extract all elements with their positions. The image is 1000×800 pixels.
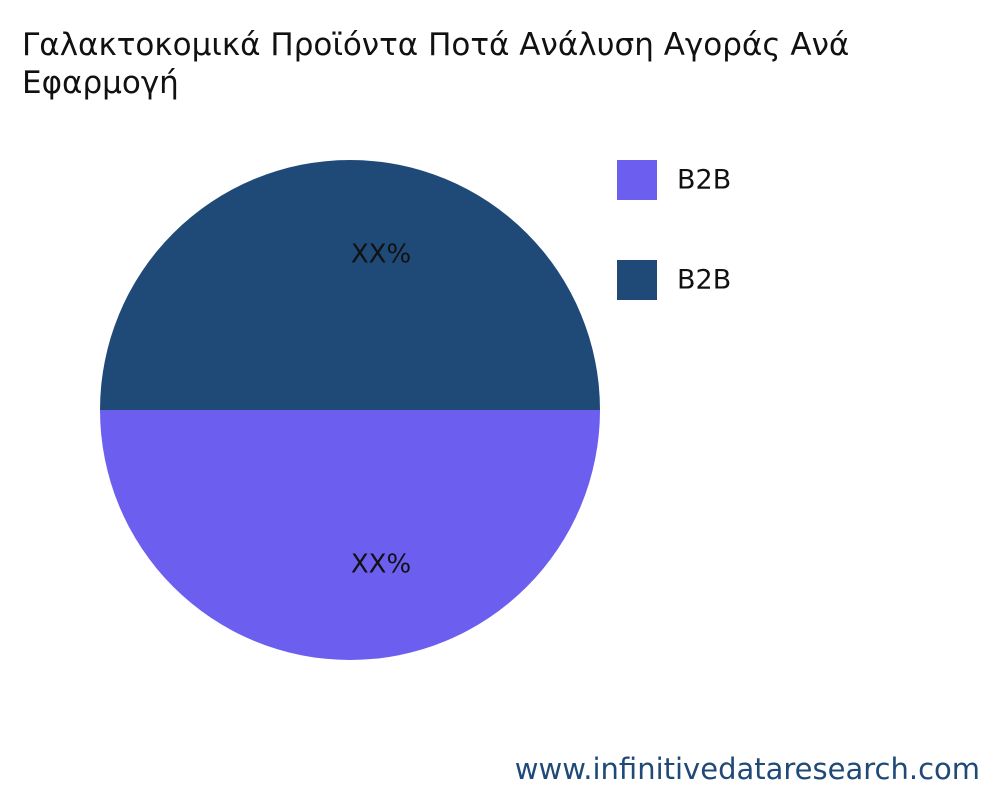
legend-label: B2B — [677, 265, 731, 296]
legend-swatch — [617, 260, 657, 300]
data-label: XX% — [351, 240, 411, 270]
pie-slice — [100, 160, 600, 410]
legend-swatch — [617, 160, 657, 200]
watermark: www.infinitivedataresearch.com — [514, 752, 980, 786]
pie-slice — [100, 410, 600, 660]
legend-label: B2B — [677, 165, 731, 196]
data-label: XX% — [351, 550, 411, 580]
chart-title: Γαλακτοκομικά Προϊόντα Ποτά Ανάλυση Αγορ… — [22, 27, 850, 101]
